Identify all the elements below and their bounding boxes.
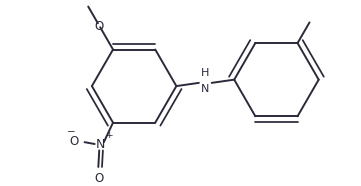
Text: N: N [201,84,209,94]
Text: −: − [66,127,75,137]
Text: N: N [95,138,105,151]
Text: H: H [201,68,209,78]
Text: O: O [95,172,104,185]
Text: O: O [69,135,78,148]
Text: +: + [105,131,112,140]
Text: O: O [95,20,104,33]
